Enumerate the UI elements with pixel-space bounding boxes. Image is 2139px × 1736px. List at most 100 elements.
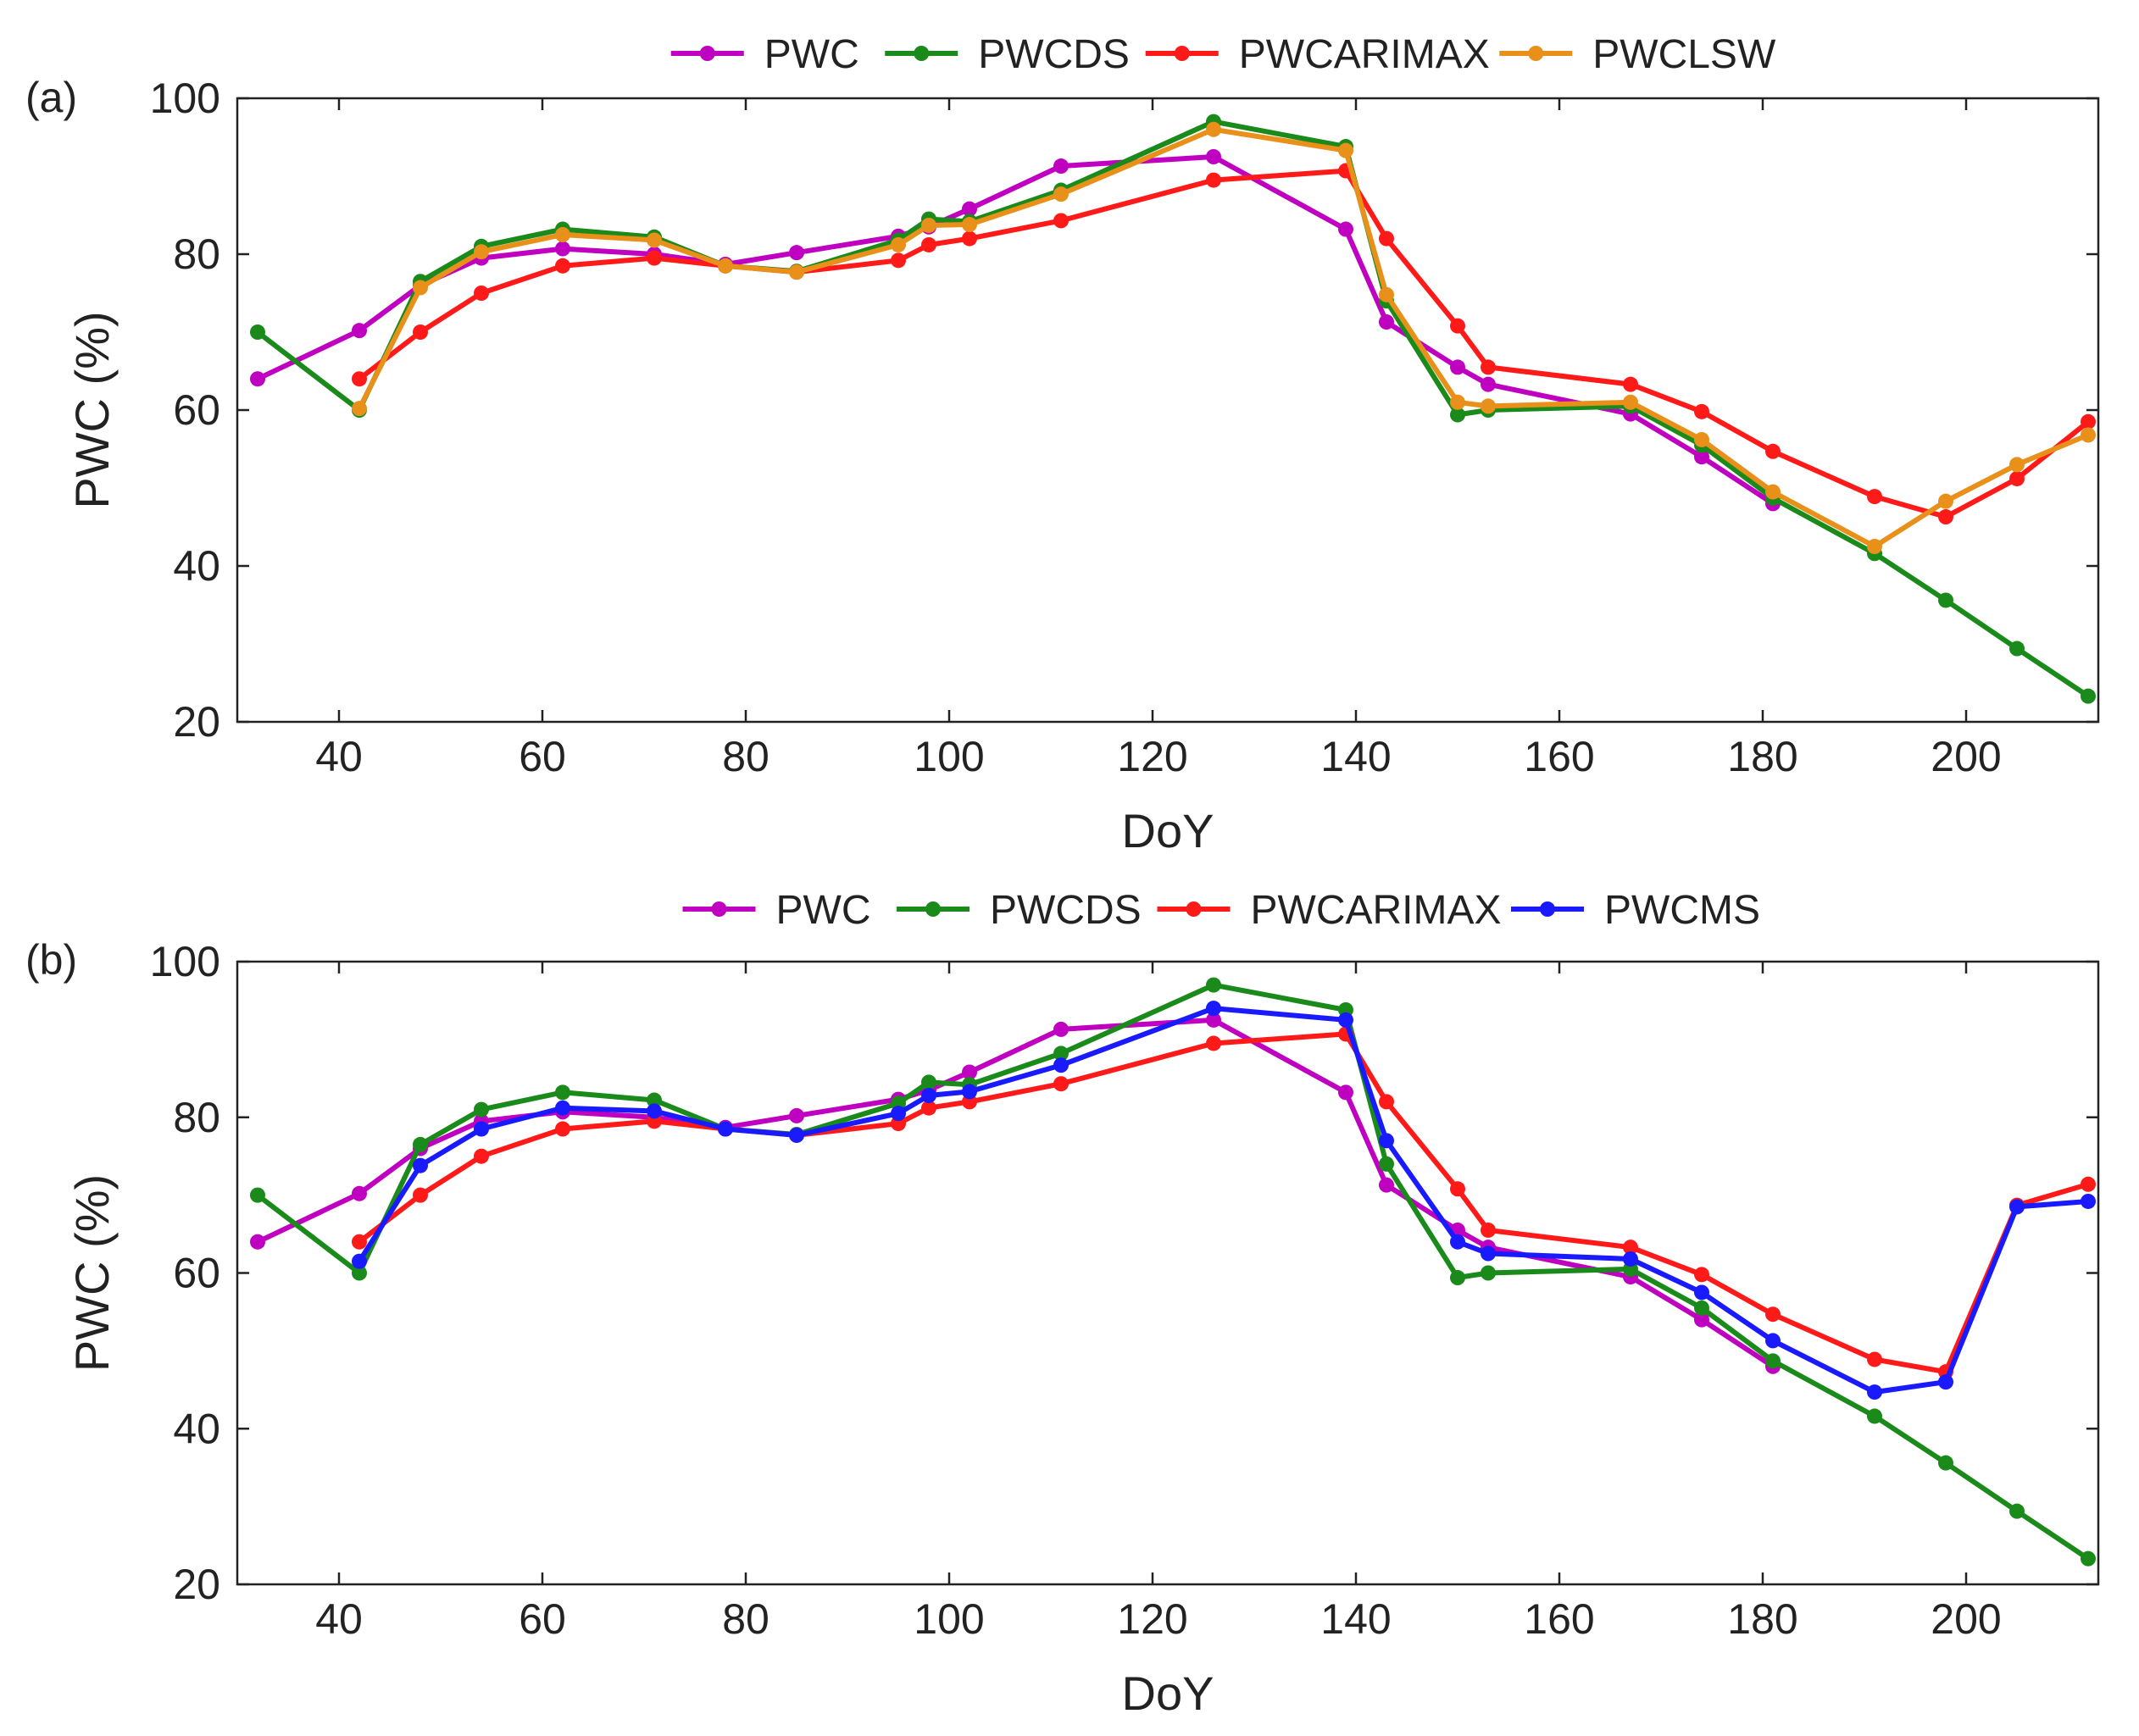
legend-marker [1528, 46, 1544, 61]
data-point [1867, 489, 1882, 505]
data-point [1338, 142, 1353, 158]
x-tick-label: 200 [1931, 733, 2001, 780]
y-tick-label: 40 [173, 1405, 220, 1452]
data-point [962, 201, 977, 217]
legend-marker [1186, 901, 1202, 917]
series-pwcarimax [352, 1026, 2096, 1380]
legend-marker [1540, 901, 1555, 917]
data-point [789, 264, 804, 280]
series-line [357, 1031, 2091, 1375]
data-point [1694, 1267, 1709, 1283]
data-point [891, 252, 906, 269]
x-axis-title: DoY [1122, 1667, 1214, 1720]
data-point [891, 1106, 906, 1122]
data-point [1765, 1333, 1781, 1349]
legend-label: PWCLSW [1592, 32, 1776, 77]
legend-marker [925, 901, 941, 917]
data-point [1338, 1084, 1353, 1101]
data-point [352, 1265, 367, 1281]
data-point [555, 1084, 570, 1101]
data-point [1481, 1265, 1496, 1281]
legend-item-pwcds: PWCDS [897, 888, 1142, 933]
x-tick-label: 180 [1727, 1595, 1797, 1643]
data-point [1623, 376, 1638, 392]
data-point [1867, 1408, 1882, 1424]
legend-marker [914, 46, 930, 61]
data-point [352, 1234, 367, 1250]
data-point [1379, 1133, 1394, 1149]
data-point [555, 1121, 570, 1137]
y-tick-label: 80 [173, 230, 220, 278]
data-point [1338, 1012, 1353, 1028]
panel-label: (a) [25, 74, 77, 121]
data-point [1938, 509, 1953, 525]
x-axis-title: DoY [1122, 804, 1214, 857]
data-point [1053, 1045, 1069, 1062]
y-axis-title: PWC (%) [65, 1174, 119, 1372]
series-pwcms [352, 1001, 2096, 1400]
data-point [2081, 413, 2096, 430]
x-tick-label: 120 [1117, 733, 1187, 780]
data-point [1206, 121, 1221, 137]
data-point [1867, 1351, 1882, 1367]
data-point [1481, 1222, 1496, 1238]
data-point [1867, 1384, 1882, 1400]
data-point [718, 1121, 733, 1137]
data-point [1206, 1012, 1221, 1028]
data-point [789, 245, 804, 261]
series-pwcarimax [352, 163, 2096, 525]
data-point [1450, 1181, 1465, 1197]
data-point [2009, 457, 2025, 473]
data-point [921, 1100, 936, 1116]
data-point [474, 1148, 489, 1164]
data-point [352, 401, 367, 417]
series-pwcds [250, 114, 2096, 704]
data-point [2009, 1199, 2025, 1215]
series-line [357, 168, 2091, 519]
data-point [1450, 394, 1465, 410]
legend-label: PWCDS [990, 888, 1142, 933]
data-point [1867, 539, 1882, 554]
data-point [352, 371, 367, 387]
data-point [1694, 1312, 1709, 1328]
data-point [1938, 1455, 1953, 1471]
data-point [1053, 1057, 1069, 1073]
data-point [1450, 318, 1465, 334]
data-point [2009, 470, 2025, 486]
x-tick-label: 100 [914, 733, 984, 780]
data-point [1379, 1177, 1394, 1193]
legend-marker [699, 46, 715, 61]
data-point [1765, 443, 1781, 459]
x-tick-label: 40 [315, 733, 363, 780]
data-point [921, 1074, 936, 1090]
y-tick-label: 100 [150, 75, 220, 122]
x-tick-label: 80 [722, 733, 769, 780]
legend-label: PWC [776, 888, 871, 933]
panel-b: 40 60 80 100 120 140 160 180 200 20 40 60 80 100 DoY PW… [25, 888, 2100, 1720]
data-point [789, 1107, 804, 1123]
legend: PWC PWCDS PWCARIMAX PWCLSW [670, 32, 1776, 77]
legend-item-pwcms: PWCMS [1511, 888, 1760, 933]
data-point [413, 324, 428, 340]
data-point [1338, 221, 1353, 237]
data-point [413, 1136, 428, 1152]
data-point [1938, 493, 1953, 509]
data-point [962, 1064, 977, 1080]
y-tick-label: 80 [173, 1094, 220, 1141]
data-point [962, 230, 977, 247]
data-point [352, 1185, 367, 1201]
data-point [1053, 1076, 1069, 1092]
series-line [357, 126, 2091, 549]
data-point [1623, 394, 1638, 410]
legend-label: PWCMS [1604, 888, 1760, 933]
data-point [1765, 1353, 1781, 1369]
data-point [962, 217, 977, 233]
y-tick-label: 60 [173, 1250, 220, 1297]
x-tick-label: 60 [519, 733, 566, 780]
data-point [1206, 149, 1221, 164]
data-point [1450, 407, 1465, 423]
data-point [891, 236, 906, 252]
data-point [1481, 1245, 1496, 1262]
legend-label: PWC [764, 32, 859, 77]
data-point [1481, 376, 1496, 392]
